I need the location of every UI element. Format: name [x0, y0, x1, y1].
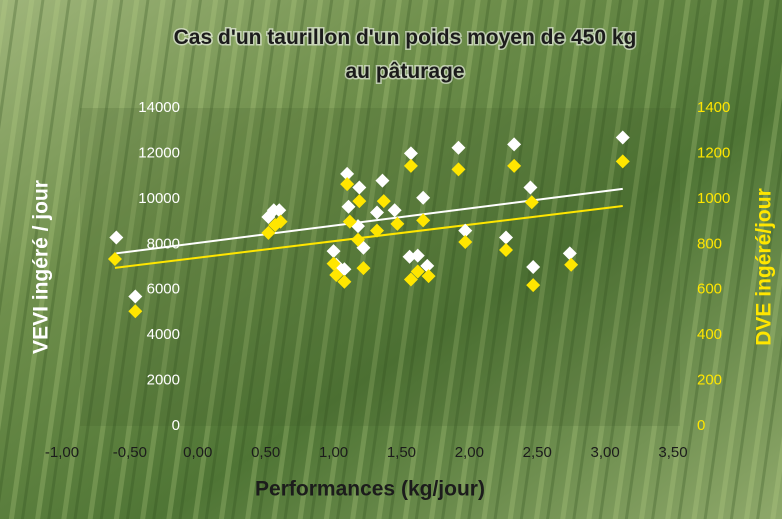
data-point: [350, 232, 365, 247]
data-point: [615, 130, 630, 145]
data-point: [498, 242, 513, 257]
plot-area: [80, 108, 680, 426]
y-tick-label: 10000: [138, 190, 180, 207]
y2-tick-label: 1000: [697, 190, 730, 207]
y2-tick-label: 1200: [697, 144, 730, 161]
data-point: [507, 158, 522, 173]
x-tick-label: 1,00: [319, 444, 348, 461]
data-point: [564, 257, 579, 272]
data-point: [273, 214, 288, 229]
data-point: [329, 267, 344, 282]
data-point: [458, 235, 473, 250]
trendline: [114, 205, 623, 269]
data-point: [340, 177, 355, 192]
x-tick-label: 2,50: [523, 444, 552, 461]
data-point: [128, 289, 143, 304]
data-point: [352, 194, 367, 209]
data-point: [458, 223, 473, 238]
data-point: [615, 154, 630, 169]
data-point: [524, 195, 539, 210]
chart-title: Cas d'un taurillon d'un poids moyen de 4…: [174, 26, 637, 83]
data-point: [416, 190, 431, 205]
y2-tick-label: 800: [697, 235, 722, 252]
data-point: [390, 216, 405, 231]
x-tick-label: 0,00: [183, 444, 212, 461]
data-point: [326, 244, 341, 259]
y2-tick-label: 1400: [697, 99, 730, 116]
data-point: [562, 246, 577, 261]
data-point: [523, 180, 538, 195]
y2-axis-label: DVE ingéré/jour: [753, 188, 776, 346]
data-point: [107, 252, 122, 267]
data-point: [410, 264, 425, 279]
data-point: [420, 258, 435, 273]
data-point: [375, 173, 390, 188]
data-point: [451, 162, 466, 177]
data-point: [507, 137, 522, 152]
data-point: [451, 140, 466, 155]
data-point: [370, 205, 385, 220]
data-point: [526, 278, 541, 293]
y2-tick-label: 200: [697, 372, 722, 389]
x-tick-label: -0,50: [113, 444, 147, 461]
data-point: [352, 180, 367, 195]
y-tick-label: 0: [172, 417, 180, 434]
data-point: [416, 213, 431, 228]
y2-tick-label: 600: [697, 281, 722, 298]
data-point: [342, 214, 357, 229]
y-tick-label: 12000: [138, 144, 180, 161]
data-point: [340, 166, 355, 181]
data-point: [403, 272, 418, 287]
y2-tick-label: 400: [697, 326, 722, 343]
y-tick-label: 4000: [147, 326, 180, 343]
x-tick-label: 0,50: [251, 444, 280, 461]
data-point: [109, 230, 124, 245]
data-point: [370, 223, 385, 238]
data-point: [526, 260, 541, 274]
x-axis-label: Performances (kg/jour): [255, 478, 485, 501]
y2-tick-label: 0: [697, 417, 705, 434]
data-point: [421, 269, 436, 284]
x-tick-label: 3,00: [591, 444, 620, 461]
data-point: [261, 225, 276, 240]
data-point: [128, 304, 143, 319]
y-tick-label: 14000: [138, 99, 180, 116]
y-tick-label: 6000: [147, 281, 180, 298]
y-axis-label: VEVI ingéré / jour: [30, 180, 53, 354]
data-point: [337, 274, 352, 289]
data-point: [356, 261, 371, 276]
data-point: [403, 146, 418, 161]
data-point: [326, 256, 341, 271]
data-point: [376, 194, 391, 209]
x-tick-label: 2,00: [455, 444, 484, 461]
data-point: [402, 249, 417, 264]
x-tick-label: -1,00: [45, 444, 79, 461]
trendline: [116, 187, 623, 255]
x-tick-label: 1,50: [387, 444, 416, 461]
data-point: [272, 203, 287, 218]
data-point: [410, 248, 425, 263]
data-point: [341, 199, 356, 214]
x-tick-label: 3,50: [658, 444, 687, 461]
y-tick-label: 2000: [147, 372, 180, 389]
data-point: [387, 203, 402, 218]
data-point: [498, 230, 513, 245]
data-point: [403, 158, 418, 173]
